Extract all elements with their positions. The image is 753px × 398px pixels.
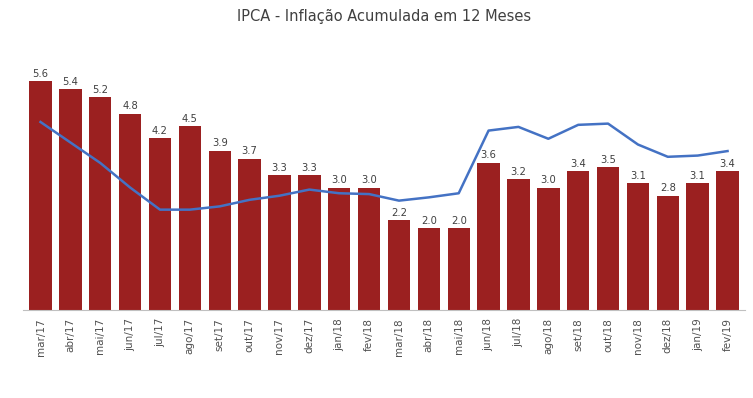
Bar <box>328 187 350 310</box>
Brasil <box>126 185 135 190</box>
Bar <box>239 159 261 310</box>
Brasil <box>484 128 493 133</box>
Text: 4.2: 4.2 <box>152 126 168 136</box>
Bar <box>716 171 739 310</box>
Bar <box>597 167 619 310</box>
Text: 4.5: 4.5 <box>182 113 198 124</box>
Bar <box>388 220 410 310</box>
Bar <box>149 139 171 310</box>
Text: 2.0: 2.0 <box>421 216 437 226</box>
Brasil <box>514 125 523 129</box>
Bar <box>508 179 529 310</box>
Bar <box>687 183 709 310</box>
Text: 3.0: 3.0 <box>541 175 556 185</box>
Bar <box>29 81 52 310</box>
Brasil <box>694 153 703 158</box>
Text: 3.3: 3.3 <box>301 163 317 173</box>
Brasil <box>245 197 254 202</box>
Bar <box>358 187 380 310</box>
Text: 3.1: 3.1 <box>690 171 706 181</box>
Text: 3.4: 3.4 <box>570 159 586 169</box>
Brasil <box>723 149 732 154</box>
Text: 3.7: 3.7 <box>242 146 258 156</box>
Text: 3.0: 3.0 <box>361 175 377 185</box>
Bar <box>447 228 470 310</box>
Bar <box>657 196 679 310</box>
Brasil <box>633 142 642 147</box>
Brasil <box>275 193 284 198</box>
Brasil <box>544 137 553 141</box>
Brasil <box>185 207 194 212</box>
Text: 3.5: 3.5 <box>600 154 616 165</box>
Bar <box>178 126 201 310</box>
Brasil <box>305 187 314 192</box>
Brasil <box>66 140 75 145</box>
Brasil <box>36 119 45 124</box>
Brasil <box>96 160 105 165</box>
Brasil <box>395 198 404 203</box>
Brasil <box>155 207 164 212</box>
Text: 3.9: 3.9 <box>212 138 227 148</box>
Text: 5.4: 5.4 <box>62 77 78 87</box>
Title: IPCA - Inflação Acumulada em 12 Meses: IPCA - Inflação Acumulada em 12 Meses <box>237 9 531 24</box>
Text: 4.8: 4.8 <box>122 101 138 111</box>
Brasil <box>364 192 373 197</box>
Text: 3.1: 3.1 <box>630 171 646 181</box>
Bar <box>626 183 649 310</box>
Bar <box>298 175 321 310</box>
Bar <box>209 151 231 310</box>
Bar <box>119 114 142 310</box>
Text: 5.2: 5.2 <box>93 85 108 95</box>
Brasil <box>663 154 672 159</box>
Bar <box>567 171 590 310</box>
Text: 2.0: 2.0 <box>451 216 467 226</box>
Brasil <box>574 123 583 127</box>
Text: 3.3: 3.3 <box>272 163 288 173</box>
Text: 3.0: 3.0 <box>331 175 347 185</box>
Text: 2.8: 2.8 <box>660 183 675 193</box>
Bar <box>477 163 500 310</box>
Bar <box>537 187 559 310</box>
Text: 3.4: 3.4 <box>720 159 736 169</box>
Bar <box>418 228 440 310</box>
Bar <box>89 98 111 310</box>
Text: 3.6: 3.6 <box>480 150 496 160</box>
Text: 5.6: 5.6 <box>32 68 48 78</box>
Text: 2.2: 2.2 <box>391 208 407 218</box>
Bar <box>59 89 81 310</box>
Brasil <box>215 204 224 209</box>
Brasil <box>454 191 463 196</box>
Bar <box>268 175 291 310</box>
Brasil <box>604 121 613 126</box>
Brasil <box>425 195 434 200</box>
Brasil <box>334 191 343 196</box>
Text: 3.2: 3.2 <box>511 167 526 177</box>
Line: Brasil: Brasil <box>41 122 727 210</box>
